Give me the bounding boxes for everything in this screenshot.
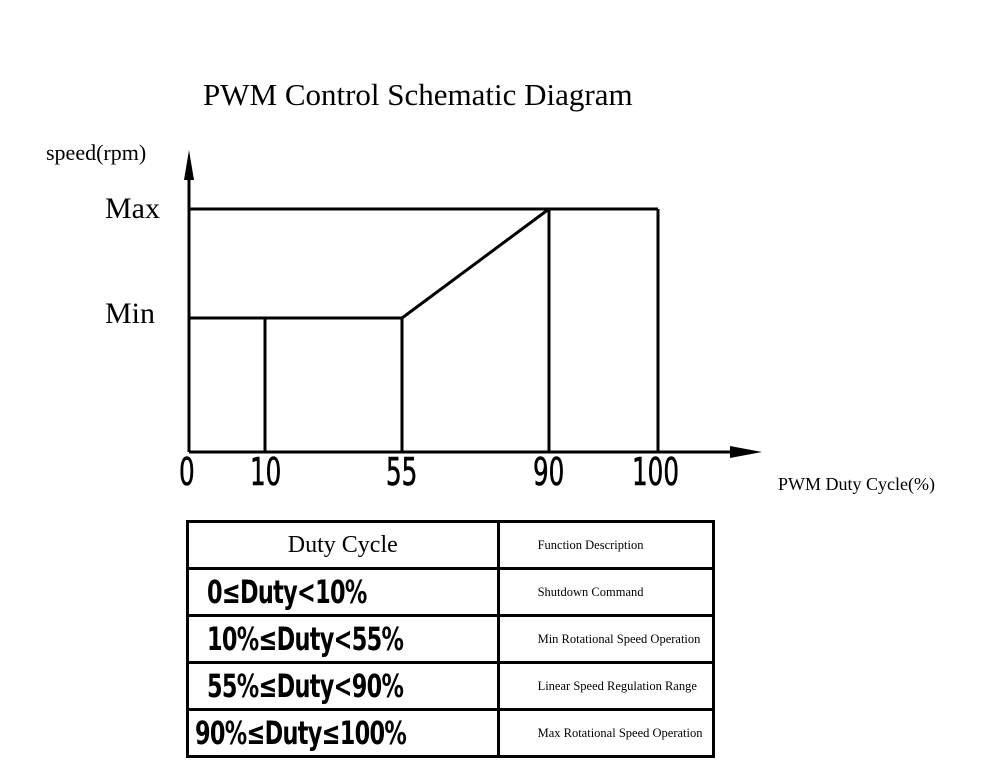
x-axis-arrow bbox=[730, 446, 762, 458]
table-row: 0≤Duty<10% Shutdown Command bbox=[186, 567, 715, 617]
duty-range: 0≤Duty<10% bbox=[207, 573, 367, 611]
linear-ramp-line bbox=[401, 207, 550, 320]
function-description: Linear Speed Regulation Range bbox=[496, 661, 715, 711]
y-axis-arrow bbox=[184, 150, 194, 180]
table-header-row: Duty Cycle Function Description bbox=[186, 520, 715, 570]
table-row: 10%≤Duty<55% Min Rotational Speed Operat… bbox=[186, 614, 715, 664]
y-axis-title: speed(rpm) bbox=[46, 140, 147, 165]
function-description: Shutdown Command bbox=[496, 567, 715, 617]
diagram-title: PWM Control Schematic Diagram bbox=[203, 77, 633, 112]
function-description: Min Rotational Speed Operation bbox=[496, 614, 715, 664]
x-axis-title: PWM Duty Cycle(%) bbox=[778, 474, 935, 494]
duty-range: 90%≤Duty≤100% bbox=[195, 714, 407, 752]
header-duty-cycle: Duty Cycle bbox=[186, 520, 500, 570]
table-row: 90%≤Duty≤100% Max Rotational Speed Opera… bbox=[186, 708, 715, 758]
x-tick-90: 90 bbox=[533, 450, 565, 495]
y-tick-max: Max bbox=[105, 192, 160, 225]
duty-range: 55%≤Duty<90% bbox=[207, 667, 404, 705]
duty-cycle-table: Duty Cycle Function Description 0≤Duty<1… bbox=[186, 520, 715, 758]
table-row: 55%≤Duty<90% Linear Speed Regulation Ran… bbox=[186, 661, 715, 711]
x-tick-0: 0 bbox=[179, 450, 195, 495]
x-tick-100: 100 bbox=[632, 450, 679, 495]
header-function-description: Function Description bbox=[496, 520, 715, 570]
x-tick-10: 10 bbox=[250, 450, 282, 495]
duty-range: 10%≤Duty<55% bbox=[207, 620, 404, 658]
function-description: Max Rotational Speed Operation bbox=[496, 708, 715, 758]
x-tick-55: 55 bbox=[386, 450, 418, 495]
y-tick-min: Min bbox=[105, 297, 156, 330]
